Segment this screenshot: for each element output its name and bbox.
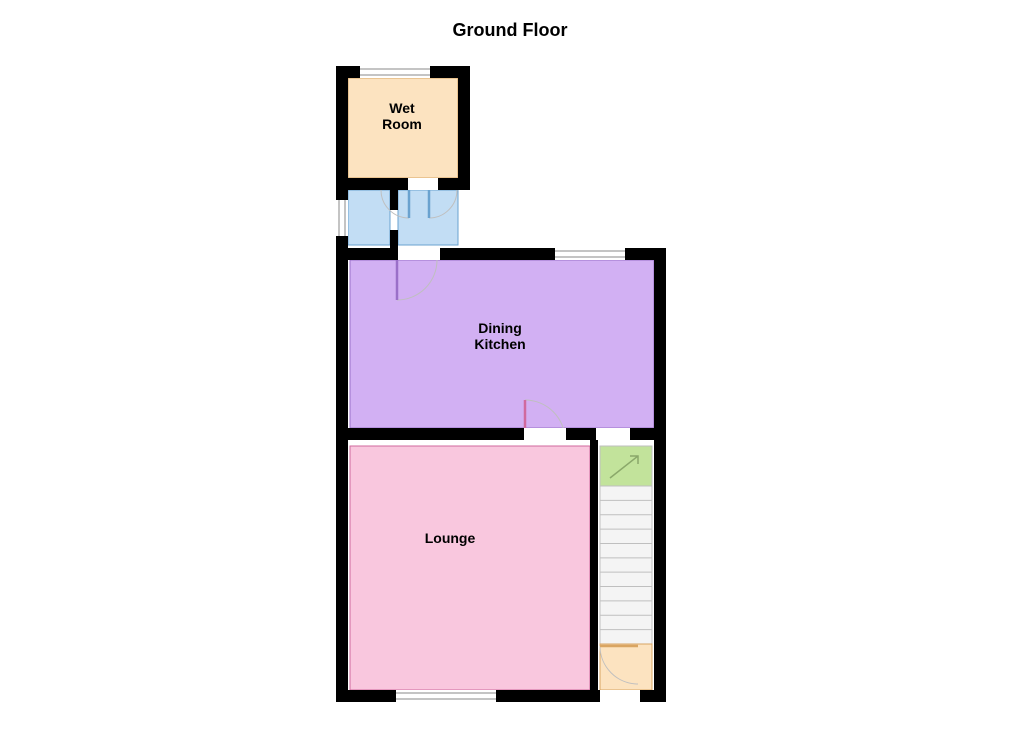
wetroom-label: Wet Room xyxy=(342,100,462,132)
floorplan-svg xyxy=(0,0,1020,741)
floorplan-canvas: Ground Floor Wet Room Dining Kitchen Lou… xyxy=(0,0,1020,741)
kitchen-label: Dining Kitchen xyxy=(440,320,560,352)
lounge-label: Lounge xyxy=(390,530,510,546)
